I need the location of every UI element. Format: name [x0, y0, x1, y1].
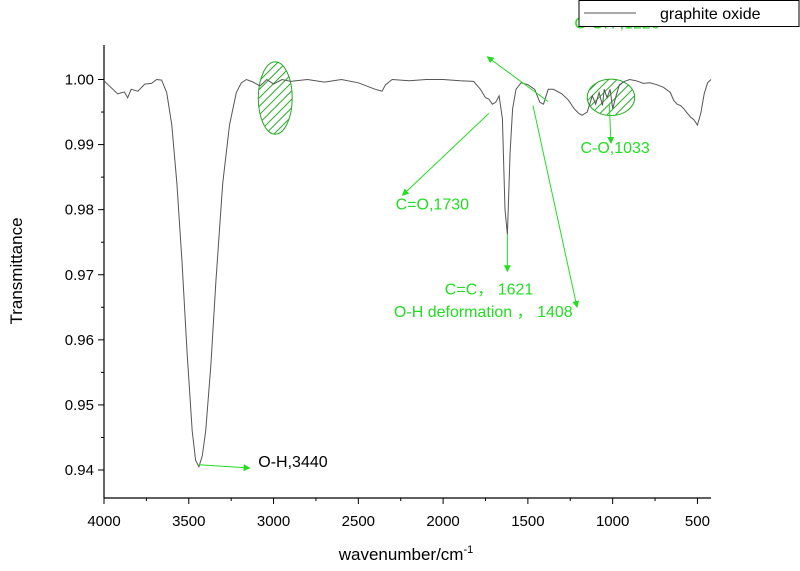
annotation-label-o-h: O-H,3440	[258, 454, 327, 471]
x-tick-label-3000: 3000	[257, 513, 290, 530]
annotation-label-c-eq-o: C=O,1730	[396, 197, 469, 214]
x-tick-label-500: 500	[685, 513, 710, 530]
legend-label: graphite oxide	[660, 6, 761, 23]
x-tick-label-3500: 3500	[172, 513, 205, 530]
annotation-arrow-c-eq-o	[401, 112, 490, 196]
annotation-arrow-c-oh	[486, 56, 549, 103]
annotation-label-c-eq-c: C=C， 1621	[445, 281, 534, 298]
y-axis-title: Transmittance	[7, 217, 26, 324]
x-ticks: 4000 3500 3000 2500 2000 1500 1000 500	[87, 498, 710, 530]
y-tick-label-0.98: 0.98	[65, 202, 94, 219]
x-axis-title-sup: -1	[463, 544, 473, 556]
annotation-label-oh-def: O-H deformation ， 1408	[394, 304, 573, 321]
annotation-arrows	[198, 56, 615, 472]
annotation-label-c-o: C-O,1033	[580, 140, 649, 157]
y-tick-label-0.97: 0.97	[65, 267, 94, 284]
x-axis-title-main: wavenumber/cm	[338, 545, 464, 564]
y-tick-label-1.00: 1.00	[65, 71, 94, 88]
legend: graphite oxide	[578, 0, 800, 27]
x-tick-label-1500: 1500	[511, 513, 544, 530]
y-tick-label-0.94: 0.94	[65, 462, 94, 479]
y-tick-label-0.95: 0.95	[65, 397, 94, 414]
x-tick-label-1000: 1000	[596, 513, 629, 530]
y-ticks: 0.94 0.95 0.96 0.97 0.98 0.99 1.00	[65, 71, 104, 479]
annotation-arrow-c-o	[607, 103, 615, 144]
y-tick-label-0.96: 0.96	[65, 332, 94, 349]
x-axis-title: wavenumber/cm-1	[338, 544, 474, 564]
x-tick-label-2500: 2500	[342, 513, 375, 530]
highlight-ellipse-1	[257, 61, 293, 135]
annotation-arrow-o-h	[198, 464, 251, 472]
plot-frame	[103, 45, 711, 499]
x-tick-label-2000: 2000	[426, 513, 459, 530]
x-tick-label-4000: 4000	[87, 513, 120, 530]
y-tick-label-0.99: 0.99	[65, 137, 94, 154]
highlights-layer	[257, 61, 636, 135]
series-layer	[103, 78, 712, 469]
annotation-arrow-oh-def	[532, 105, 580, 308]
series-line-graphite-oxide	[103, 78, 712, 469]
